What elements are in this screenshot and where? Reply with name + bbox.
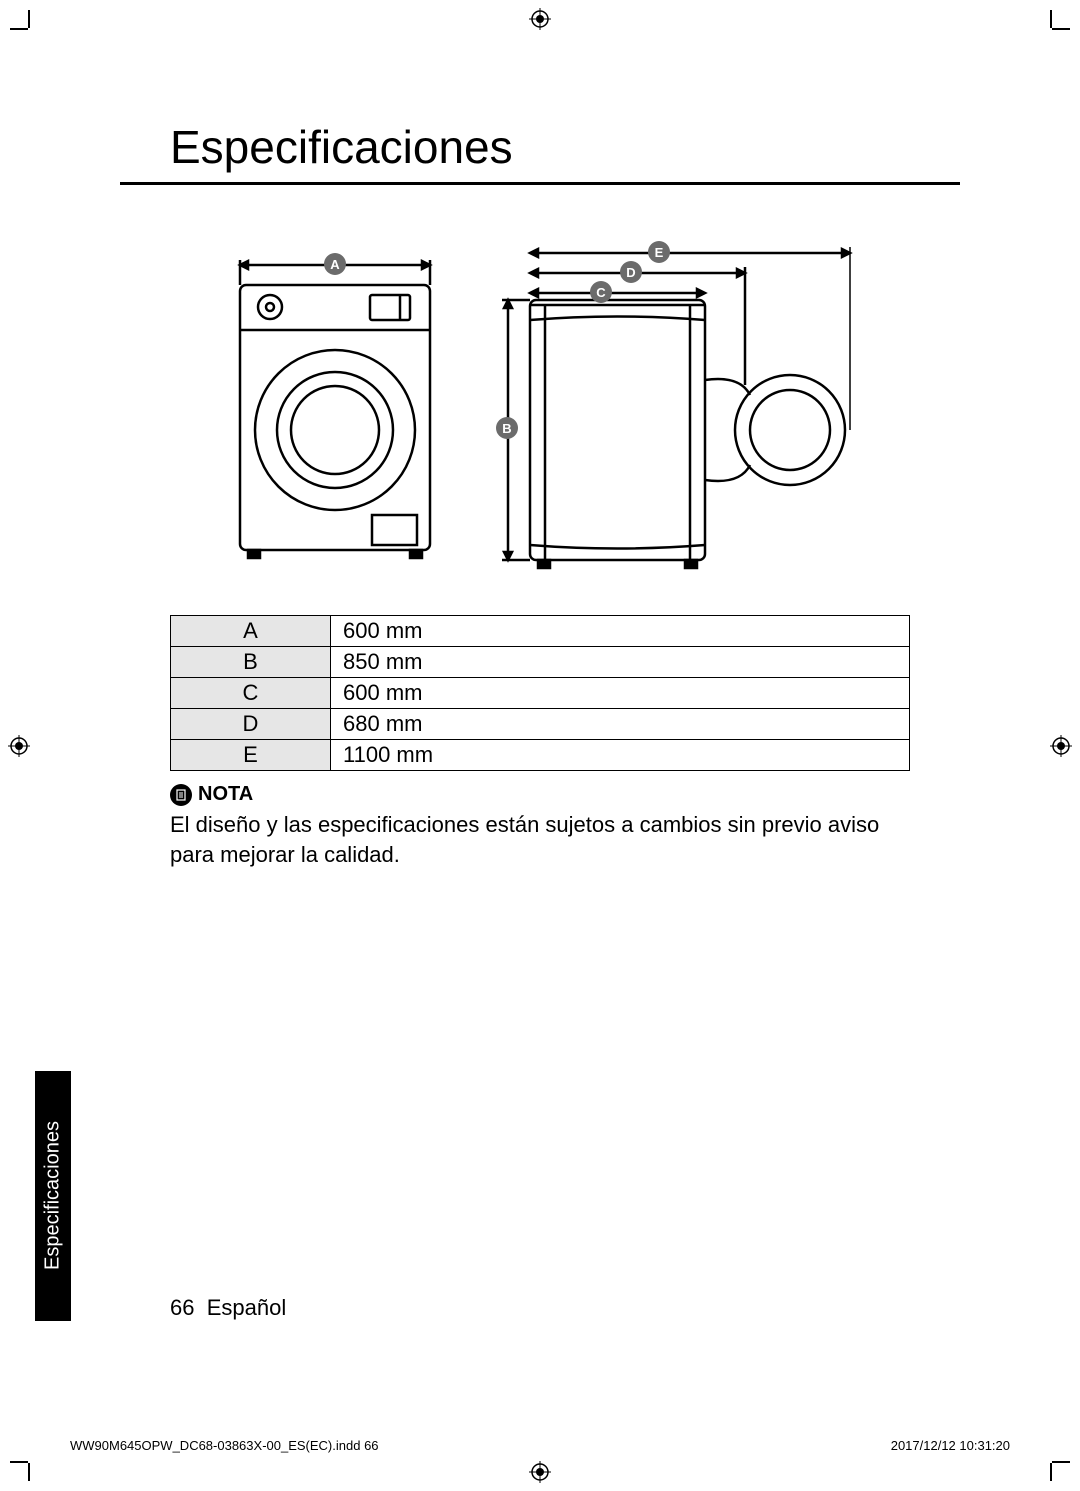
- spec-key: D: [171, 709, 331, 740]
- meta-indd: WW90M645OPW_DC68-03863X-00_ES(EC).indd 6…: [70, 1438, 379, 1453]
- spec-value: 850 mm: [331, 647, 910, 678]
- registration-mark-icon: [1050, 735, 1072, 757]
- page-footer: 66 Español: [170, 1295, 286, 1321]
- crop-mark: [1050, 1463, 1052, 1481]
- spec-key: E: [171, 740, 331, 771]
- note-block: NOTA El diseño y las especificaciones es…: [170, 783, 910, 869]
- washer-front-icon: [220, 245, 450, 575]
- spec-value: 600 mm: [331, 678, 910, 709]
- diagram-row: A: [70, 245, 1010, 585]
- dim-label-d: D: [620, 261, 642, 283]
- table-row: A600 mm: [171, 616, 910, 647]
- page-language: Español: [207, 1295, 287, 1320]
- spec-table: A600 mm B850 mm C600 mm D680 mm E1100 mm: [170, 615, 910, 771]
- table-row: E1100 mm: [171, 740, 910, 771]
- dim-label-a: A: [324, 253, 346, 275]
- spec-key: A: [171, 616, 331, 647]
- crop-mark: [10, 1461, 28, 1463]
- spec-key: B: [171, 647, 331, 678]
- note-label: NOTA: [198, 783, 253, 806]
- diagram-side: E D C B: [490, 245, 860, 585]
- crop-mark: [1052, 28, 1070, 30]
- spec-value: 680 mm: [331, 709, 910, 740]
- table-row: D680 mm: [171, 709, 910, 740]
- note-icon: [170, 784, 192, 806]
- table-row: B850 mm: [171, 647, 910, 678]
- crop-mark: [10, 28, 28, 30]
- spec-key: C: [171, 678, 331, 709]
- registration-mark-icon: [529, 8, 551, 30]
- crop-mark: [1050, 10, 1052, 28]
- diagram-front: A: [220, 245, 450, 585]
- crop-mark: [28, 1463, 30, 1481]
- page-number: 66: [170, 1295, 194, 1320]
- dim-label-c: C: [590, 281, 612, 303]
- dim-label-e: E: [648, 241, 670, 263]
- side-tab: Especificaciones: [35, 1071, 71, 1321]
- dim-label-b: B: [496, 417, 518, 439]
- washer-side-icon: [490, 245, 860, 585]
- note-text: El diseño y las especificaciones están s…: [170, 810, 910, 869]
- spec-value: 1100 mm: [331, 740, 910, 771]
- registration-mark-icon: [529, 1461, 551, 1483]
- spec-value: 600 mm: [331, 616, 910, 647]
- table-row: C600 mm: [171, 678, 910, 709]
- meta-timestamp: 2017/12/12 10:31:20: [891, 1438, 1010, 1453]
- crop-mark: [28, 10, 30, 28]
- crop-mark: [1052, 1461, 1070, 1463]
- page-title: Especificaciones: [120, 60, 960, 185]
- registration-mark-icon: [8, 735, 30, 757]
